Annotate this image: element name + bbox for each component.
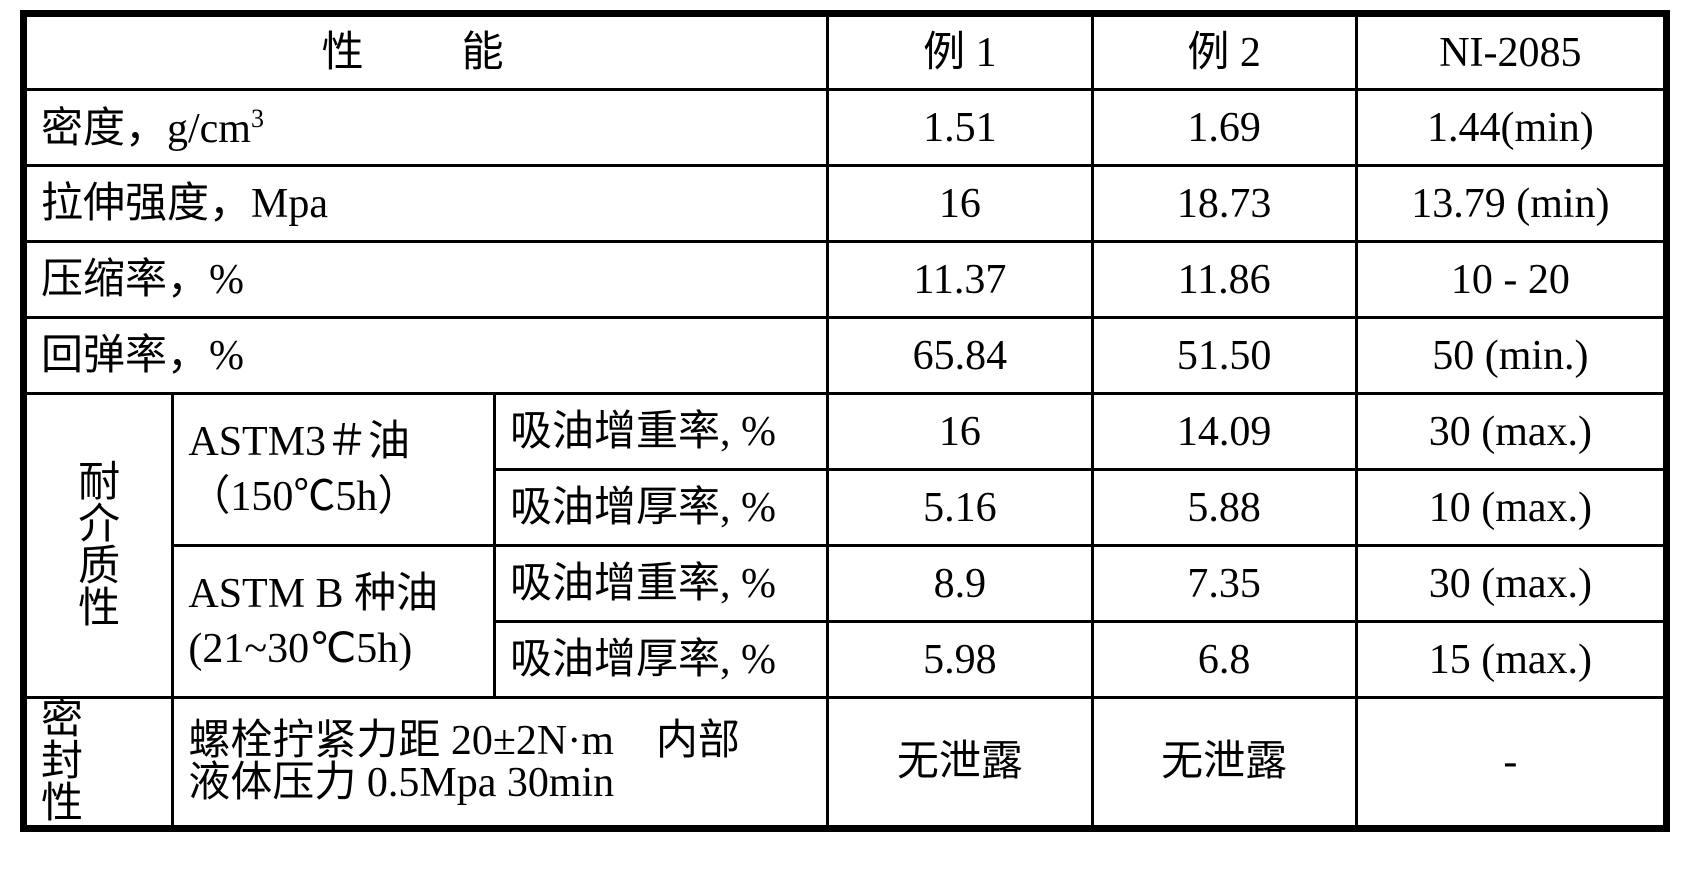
header-col2: 例 2 <box>1092 14 1356 90</box>
header-row: 性 能 例 1 例 2 NI-2085 <box>24 14 1667 90</box>
media-char-a: 耐 <box>78 460 120 506</box>
density-ni: 1.44(min) <box>1356 90 1666 166</box>
astmb-condition: ASTM B 种油 (21~30℃5h) <box>173 546 495 698</box>
astmb-weight-ex1: 8.9 <box>828 546 1092 622</box>
astmb-thick-ni: 15 (max.) <box>1356 622 1666 698</box>
row-media-astm3-weight: 耐 介 质 性 ASTM3＃油 （150℃5h） 吸油增重率, % 16 14.… <box>24 394 1667 470</box>
header-property: 性 能 <box>24 14 828 90</box>
seal-ex1: 无泄露 <box>828 698 1092 829</box>
seal-ex2: 无泄露 <box>1092 698 1356 829</box>
astm3-thick-ni: 10 (max.) <box>1356 470 1666 546</box>
seal-desc-line2: 液体压力 0.5Mpa 30min <box>188 760 614 806</box>
media-char-d: 性 <box>78 586 120 632</box>
properties-table: 性 能 例 1 例 2 NI-2085 密度，g/cm3 1.51 1.69 1… <box>20 10 1670 832</box>
astm3-weight-ex2: 14.09 <box>1092 394 1356 470</box>
astm3-thick-ex2: 5.88 <box>1092 470 1356 546</box>
tensile-ni: 13.79 (min) <box>1356 166 1666 242</box>
media-char-b: 介 <box>78 502 120 548</box>
astm3-weight-ex1: 16 <box>828 394 1092 470</box>
density-ex2: 1.69 <box>1092 90 1356 166</box>
rebound-ex1: 65.84 <box>828 318 1092 394</box>
row-media-astmb-weight: ASTM B 种油 (21~30℃5h) 吸油增重率, % 8.9 7.35 3… <box>24 546 1667 622</box>
row-seal: 密 封 性 螺栓拧紧力距 20±2N·m 内部 液体压力 0.5Mpa 30mi… <box>24 698 1667 829</box>
seal-desc-line1: 螺栓拧紧力距 20±2N·m 内部 <box>188 718 740 764</box>
seal-ni: - <box>1356 698 1666 829</box>
rebound-ex2: 51.50 <box>1092 318 1356 394</box>
astm3-thick-ex1: 5.16 <box>828 470 1092 546</box>
astmb-weight-ni: 30 (max.) <box>1356 546 1666 622</box>
tensile-ex1: 16 <box>828 166 1092 242</box>
astm3-weight-ni: 30 (max.) <box>1356 394 1666 470</box>
seal-label-line1: 密 封 <box>41 697 145 785</box>
astmb-weight-label: 吸油增重率, % <box>495 546 828 622</box>
media-char-c: 质 <box>78 544 120 590</box>
seal-label-line2: 性 <box>41 781 83 827</box>
astm3-thick-label: 吸油增厚率, % <box>495 470 828 546</box>
density-label-sup: 3 <box>251 104 264 133</box>
media-group-label: 耐 介 质 性 <box>24 394 173 698</box>
astmb-weight-ex2: 7.35 <box>1092 546 1356 622</box>
row-rebound: 回弹率，% 65.84 51.50 50 (min.) <box>24 318 1667 394</box>
rebound-label: 回弹率，% <box>24 318 828 394</box>
rebound-ni: 50 (min.) <box>1356 318 1666 394</box>
astmb-line2: (21~30℃5h) <box>188 626 412 672</box>
astmb-thick-label: 吸油增厚率, % <box>495 622 828 698</box>
compression-label: 压缩率，% <box>24 242 828 318</box>
compression-ex1: 11.37 <box>828 242 1092 318</box>
header-col1: 例 1 <box>828 14 1092 90</box>
row-density: 密度，g/cm3 1.51 1.69 1.44(min) <box>24 90 1667 166</box>
compression-ni: 10 - 20 <box>1356 242 1666 318</box>
header-col3: NI-2085 <box>1356 14 1666 90</box>
astm3-weight-label: 吸油增重率, % <box>495 394 828 470</box>
density-ex1: 1.51 <box>828 90 1092 166</box>
tensile-ex2: 18.73 <box>1092 166 1356 242</box>
astm3-line2: （150℃5h） <box>188 474 419 520</box>
seal-label: 密 封 性 <box>24 698 173 829</box>
tensile-label: 拉伸强度，Mpa <box>24 166 828 242</box>
astmb-line1: ASTM B 种油 <box>188 571 438 617</box>
astmb-thick-ex2: 6.8 <box>1092 622 1356 698</box>
row-compression: 压缩率，% 11.37 11.86 10 - 20 <box>24 242 1667 318</box>
row-tensile: 拉伸强度，Mpa 16 18.73 13.79 (min) <box>24 166 1667 242</box>
seal-description: 螺栓拧紧力距 20±2N·m 内部 液体压力 0.5Mpa 30min <box>173 698 828 829</box>
compression-ex2: 11.86 <box>1092 242 1356 318</box>
density-label-prefix: 密度，g/cm <box>41 106 251 152</box>
astm3-line1: ASTM3＃油 <box>188 419 410 465</box>
header-property-label: 性 能 <box>322 30 532 76</box>
density-label: 密度，g/cm3 <box>24 90 828 166</box>
astmb-thick-ex1: 5.98 <box>828 622 1092 698</box>
astm3-condition: ASTM3＃油 （150℃5h） <box>173 394 495 546</box>
